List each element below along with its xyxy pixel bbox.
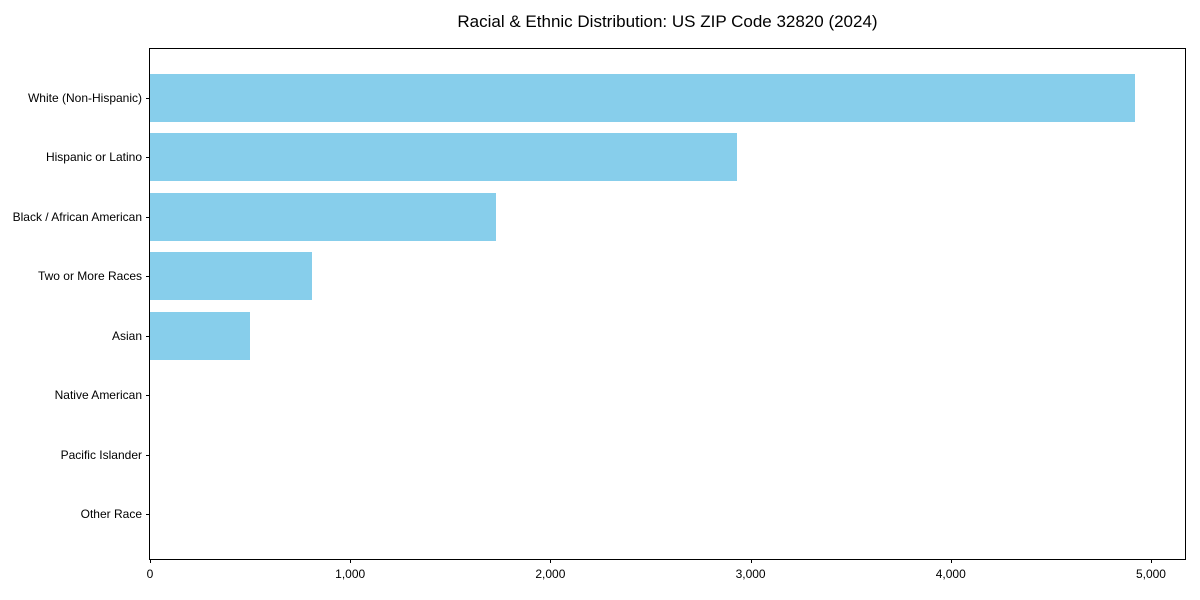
y-tick-mark xyxy=(146,514,150,515)
y-tick-mark xyxy=(146,216,150,218)
y-tick-label: Other Race xyxy=(80,507,142,521)
plot-area: White (Non-Hispanic) Hispanic or Latino Bl… xyxy=(13,48,1186,581)
x-tick-mark xyxy=(150,559,151,563)
x-tick-mark xyxy=(550,559,552,563)
x-tick-mark xyxy=(350,559,352,563)
y-tick-label: Native American xyxy=(54,388,142,402)
bar xyxy=(150,73,1135,122)
y-tick-label: White (Non-Hispanic) xyxy=(27,90,142,105)
y-tick-mark xyxy=(146,97,150,99)
x-tick-label: 1,000 xyxy=(335,567,366,581)
x-tick-label: 5,000 xyxy=(1135,567,1166,581)
bar xyxy=(150,252,313,300)
x-tick-label: 3,000 xyxy=(735,567,766,581)
bar xyxy=(150,192,497,241)
x-tick-mark xyxy=(950,559,952,563)
bar xyxy=(150,311,251,360)
y-tick-label: Pacific Islander xyxy=(60,447,142,462)
y-tick-mark xyxy=(146,276,150,277)
y-tick-mark xyxy=(146,157,150,158)
x-tick-label: 4,000 xyxy=(935,567,966,581)
chart-title: Racial & Ethnic Distribution: US ZIP Cod… xyxy=(457,12,878,31)
y-tick-label: Hispanic or Latino xyxy=(45,150,142,164)
y-tick-mark xyxy=(146,454,150,456)
bar xyxy=(150,133,737,181)
x-tick-label: 0 xyxy=(146,567,154,581)
x-tick-mark xyxy=(750,559,752,563)
x-tick-mark xyxy=(1150,559,1152,563)
y-tick-label: Two or More Races xyxy=(37,269,142,283)
y-tick-mark xyxy=(146,395,150,396)
y-tick-label: Asian xyxy=(111,328,142,343)
y-tick-mark xyxy=(146,335,150,337)
x-tick-label: 2,000 xyxy=(535,567,566,581)
y-tick-label: Black / African American xyxy=(12,209,142,224)
